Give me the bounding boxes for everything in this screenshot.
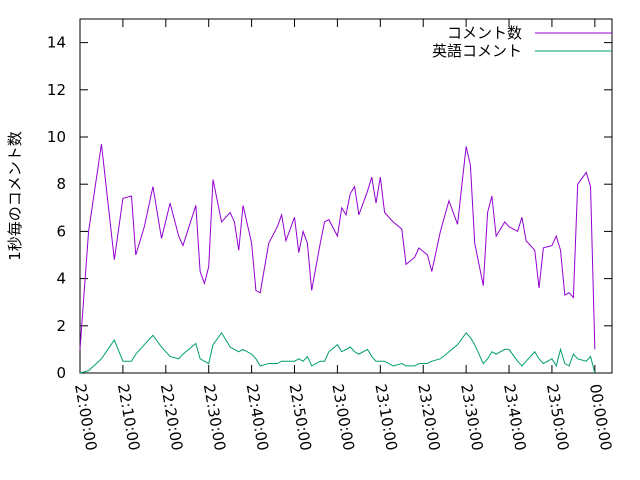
y-tick-label: 4 — [56, 270, 66, 288]
x-tick-label: 22:40:00 — [243, 383, 272, 452]
series-line — [79, 331, 596, 374]
y-tick-label: 8 — [56, 175, 66, 193]
y-tick-label: 2 — [56, 317, 66, 335]
x-tick-label: 22:50:00 — [286, 383, 315, 452]
x-tick-label: 22:20:00 — [157, 383, 186, 452]
x-tick-label: 23:40:00 — [500, 383, 529, 452]
y-tick-label: 0 — [56, 364, 66, 382]
x-tick-label: 22:30:00 — [200, 383, 229, 452]
x-tick-label: 23:10:00 — [371, 383, 400, 452]
legend-label: コメント数 — [447, 24, 522, 42]
legend-label: 英語コメント — [432, 42, 522, 60]
y-tick-label: 12 — [47, 81, 66, 99]
y-tick-label: 10 — [47, 128, 66, 146]
x-tick-label: 22:10:00 — [114, 383, 143, 452]
x-tick-label: 23:00:00 — [328, 383, 357, 452]
plot-frame — [79, 18, 613, 374]
y-tick-label: 14 — [47, 34, 66, 52]
x-tick-label: 23:50:00 — [543, 383, 572, 452]
y-axis-label: 1秒毎のコメント数 — [6, 131, 24, 261]
x-tick-label: 23:20:00 — [414, 383, 443, 452]
x-tick-label: 00:00:00 — [586, 383, 615, 452]
series-line — [79, 144, 596, 350]
x-tick-label: 23:30:00 — [457, 383, 486, 452]
y-tick-label: 6 — [56, 222, 66, 240]
x-tick-label: 22:00:00 — [71, 383, 100, 452]
